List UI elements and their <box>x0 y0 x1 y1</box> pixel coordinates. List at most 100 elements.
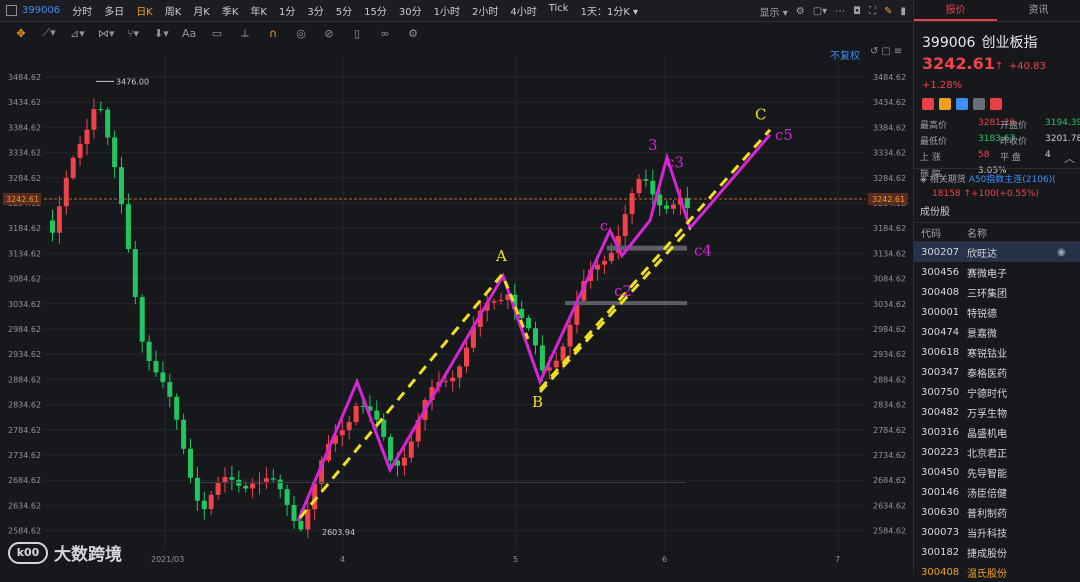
period-tab[interactable]: 4小时 <box>510 7 537 18</box>
badge-icon[interactable] <box>922 98 934 110</box>
table-row[interactable]: 300207 欣旺达 ◉ <box>914 242 1080 262</box>
period-tab[interactable]: 年K <box>250 7 267 18</box>
edit-icon[interactable]: ✎ <box>884 5 893 17</box>
chart-tools[interactable]: ↺▢≡ <box>870 46 906 57</box>
symbol-code[interactable]: 399006 <box>22 5 61 16</box>
eraser-icon[interactable]: ◎ <box>296 26 306 40</box>
settings-icon[interactable]: ⚙ <box>408 26 418 40</box>
settings-icon[interactable]: ⚙ <box>795 5 805 17</box>
period-tab[interactable]: 分时 <box>72 7 93 18</box>
table-row[interactable]: 300146 汤臣倍健 <box>914 482 1080 502</box>
tab-quote[interactable]: 报价 <box>914 0 997 21</box>
badge-icon[interactable] <box>939 98 951 110</box>
table-row[interactable]: 300223 北京君正 <box>914 442 1080 462</box>
candle-body <box>374 410 380 420</box>
fuquan-button[interactable]: 不复权 <box>830 51 860 62</box>
period-tab[interactable]: 1小时 <box>433 7 460 18</box>
table-row[interactable]: 300408 温氏股份 <box>914 562 1080 582</box>
heart-icon[interactable] <box>990 98 1002 110</box>
candle-body <box>188 448 193 478</box>
period-tab[interactable]: 3分 <box>307 7 324 18</box>
table-row[interactable]: 300482 万孚生物 <box>914 402 1080 422</box>
candle-body <box>484 302 490 311</box>
candle-body <box>98 109 104 111</box>
stock-name: 普利制药 <box>967 508 1007 520</box>
futures-name[interactable]: A50指数主连(2106) <box>968 175 1053 185</box>
display-menu[interactable]: 显示 ▾ <box>759 7 788 19</box>
panel-toggle-icon[interactable]: ▮ <box>900 5 906 17</box>
futures-label: 相关期货 <box>929 175 966 185</box>
chart-svg[interactable]: 3484.62 3484.62 3434.62 3434.62 3384.62 3384.… <box>0 44 912 569</box>
header-code[interactable]: 代码 <box>921 228 941 240</box>
candle-body <box>339 430 345 436</box>
table-row[interactable]: 300316 晶盛机电 <box>914 422 1080 442</box>
more-icon[interactable]: ⋯ <box>835 5 846 17</box>
futures-row[interactable]: ◈ 相关期货 A50指数主连(2106)( 18158 ↑+100(+0.55%… <box>914 168 1080 199</box>
header-name[interactable]: 名称 <box>967 228 987 240</box>
collapse-icon[interactable]: ︿ <box>1064 152 1075 165</box>
stat-label: 平 盘 <box>1000 153 1021 163</box>
period-tab[interactable]: 1分 <box>279 7 296 18</box>
candle-body <box>132 249 138 298</box>
window-icon[interactable] <box>6 5 17 16</box>
period-tab[interactable]: 周K <box>164 7 182 18</box>
fullscreen-icon[interactable]: ⛶ <box>869 5 877 17</box>
period-tab[interactable]: 5分 <box>335 7 353 18</box>
period-tab[interactable]: 30分 <box>398 7 422 18</box>
period-tab[interactable]: 日K <box>136 7 153 18</box>
period-tab[interactable]: 多日 <box>104 7 125 18</box>
candle-body <box>243 485 249 489</box>
pen-icon[interactable]: ⟋▾ <box>42 26 56 39</box>
ruler-icon[interactable]: ⟂ <box>241 26 249 39</box>
index-price: 3242.61↑ +40.83 +1.28% <box>914 52 1080 92</box>
period-tabs: 分时 多日 日K 周K 月K 季K 年K 1分 3分 5分 15分 30分 1小时 2小时 4小时 Tick 1… <box>66 3 644 18</box>
crosshair-icon[interactable]: ✥ <box>16 26 26 40</box>
magnet-icon[interactable]: ∩ <box>268 26 278 40</box>
table-row[interactable]: 300750 宁德时代 <box>914 382 1080 402</box>
table-row[interactable]: 300347 泰格医药 <box>914 362 1080 382</box>
arrow-icon[interactable]: ⬇▾ <box>154 26 169 40</box>
table-row[interactable]: 300450 先导智能 <box>914 462 1080 482</box>
period-tab[interactable]: 1天：1分K ▾ <box>580 7 639 18</box>
channel-line-c <box>538 128 772 391</box>
period-tab[interactable]: 季K <box>221 7 239 18</box>
lock-icon[interactable]: ⊘ <box>324 26 334 40</box>
drawing-toolbar: ✥ ⟋▾ ⊿▾ ⋈▾ ⑂▾ ⬇▾ Aa ▭ ⟂ ∩ ◎ ⊘ ▯ ∞ ⚙ <box>0 22 912 44</box>
table-row[interactable]: 300182 捷成股份 <box>914 542 1080 562</box>
eye-icon[interactable]: ◉ <box>1057 246 1066 258</box>
table-row[interactable]: 300073 当升科技 <box>914 522 1080 542</box>
table-row[interactable]: 300618 寒锐钴业 <box>914 342 1080 362</box>
candle-body <box>174 396 180 420</box>
stock-name: 寒锐钴业 <box>967 348 1007 360</box>
period-tab[interactable]: 2小时 <box>471 7 499 18</box>
badge-icon[interactable] <box>956 98 968 110</box>
table-row[interactable]: 300001 特锐德 <box>914 302 1080 322</box>
table-row[interactable]: 300630 普利制药 <box>914 502 1080 522</box>
table-row[interactable]: 300456 赛微电子 <box>914 262 1080 282</box>
camera-icon[interactable]: ◘ <box>853 5 862 17</box>
badge-icon[interactable] <box>973 98 985 110</box>
candlestick-chart[interactable]: 3484.62 3484.62 3434.62 3434.62 3384.62 3384.… <box>0 44 912 569</box>
period-tab[interactable]: Tick <box>548 3 569 14</box>
candle-body <box>153 361 159 373</box>
table-row[interactable]: 300474 景嘉微 <box>914 322 1080 342</box>
polyline-icon[interactable]: ⊿▾ <box>70 26 85 40</box>
stock-code: 300456 <box>921 266 960 278</box>
fork-icon[interactable]: ⑂▾ <box>126 26 140 40</box>
candle-body <box>650 180 656 195</box>
period-tab[interactable]: 月K <box>193 7 210 18</box>
trash-icon[interactable]: ▯ <box>353 26 361 40</box>
period-tab[interactable]: 15分 <box>364 7 387 18</box>
y-tick-label: 3184.62 <box>8 224 41 233</box>
note-icon[interactable]: ▭ <box>211 26 223 40</box>
tab-news[interactable]: 资讯 <box>1028 5 1049 16</box>
text-icon[interactable]: Aa <box>182 26 197 40</box>
layout-icon[interactable]: ▢▾ <box>812 5 828 17</box>
wave-icon[interactable]: ⋈▾ <box>98 26 115 40</box>
candle-body <box>526 317 532 329</box>
y-tick-label: 2684.62 <box>8 476 41 485</box>
link-icon[interactable]: ∞ <box>380 26 390 40</box>
table-row[interactable]: 300408 三环集团 <box>914 282 1080 302</box>
current-price-tag-right <box>868 192 908 205</box>
stock-name: 先导智能 <box>967 468 1007 480</box>
